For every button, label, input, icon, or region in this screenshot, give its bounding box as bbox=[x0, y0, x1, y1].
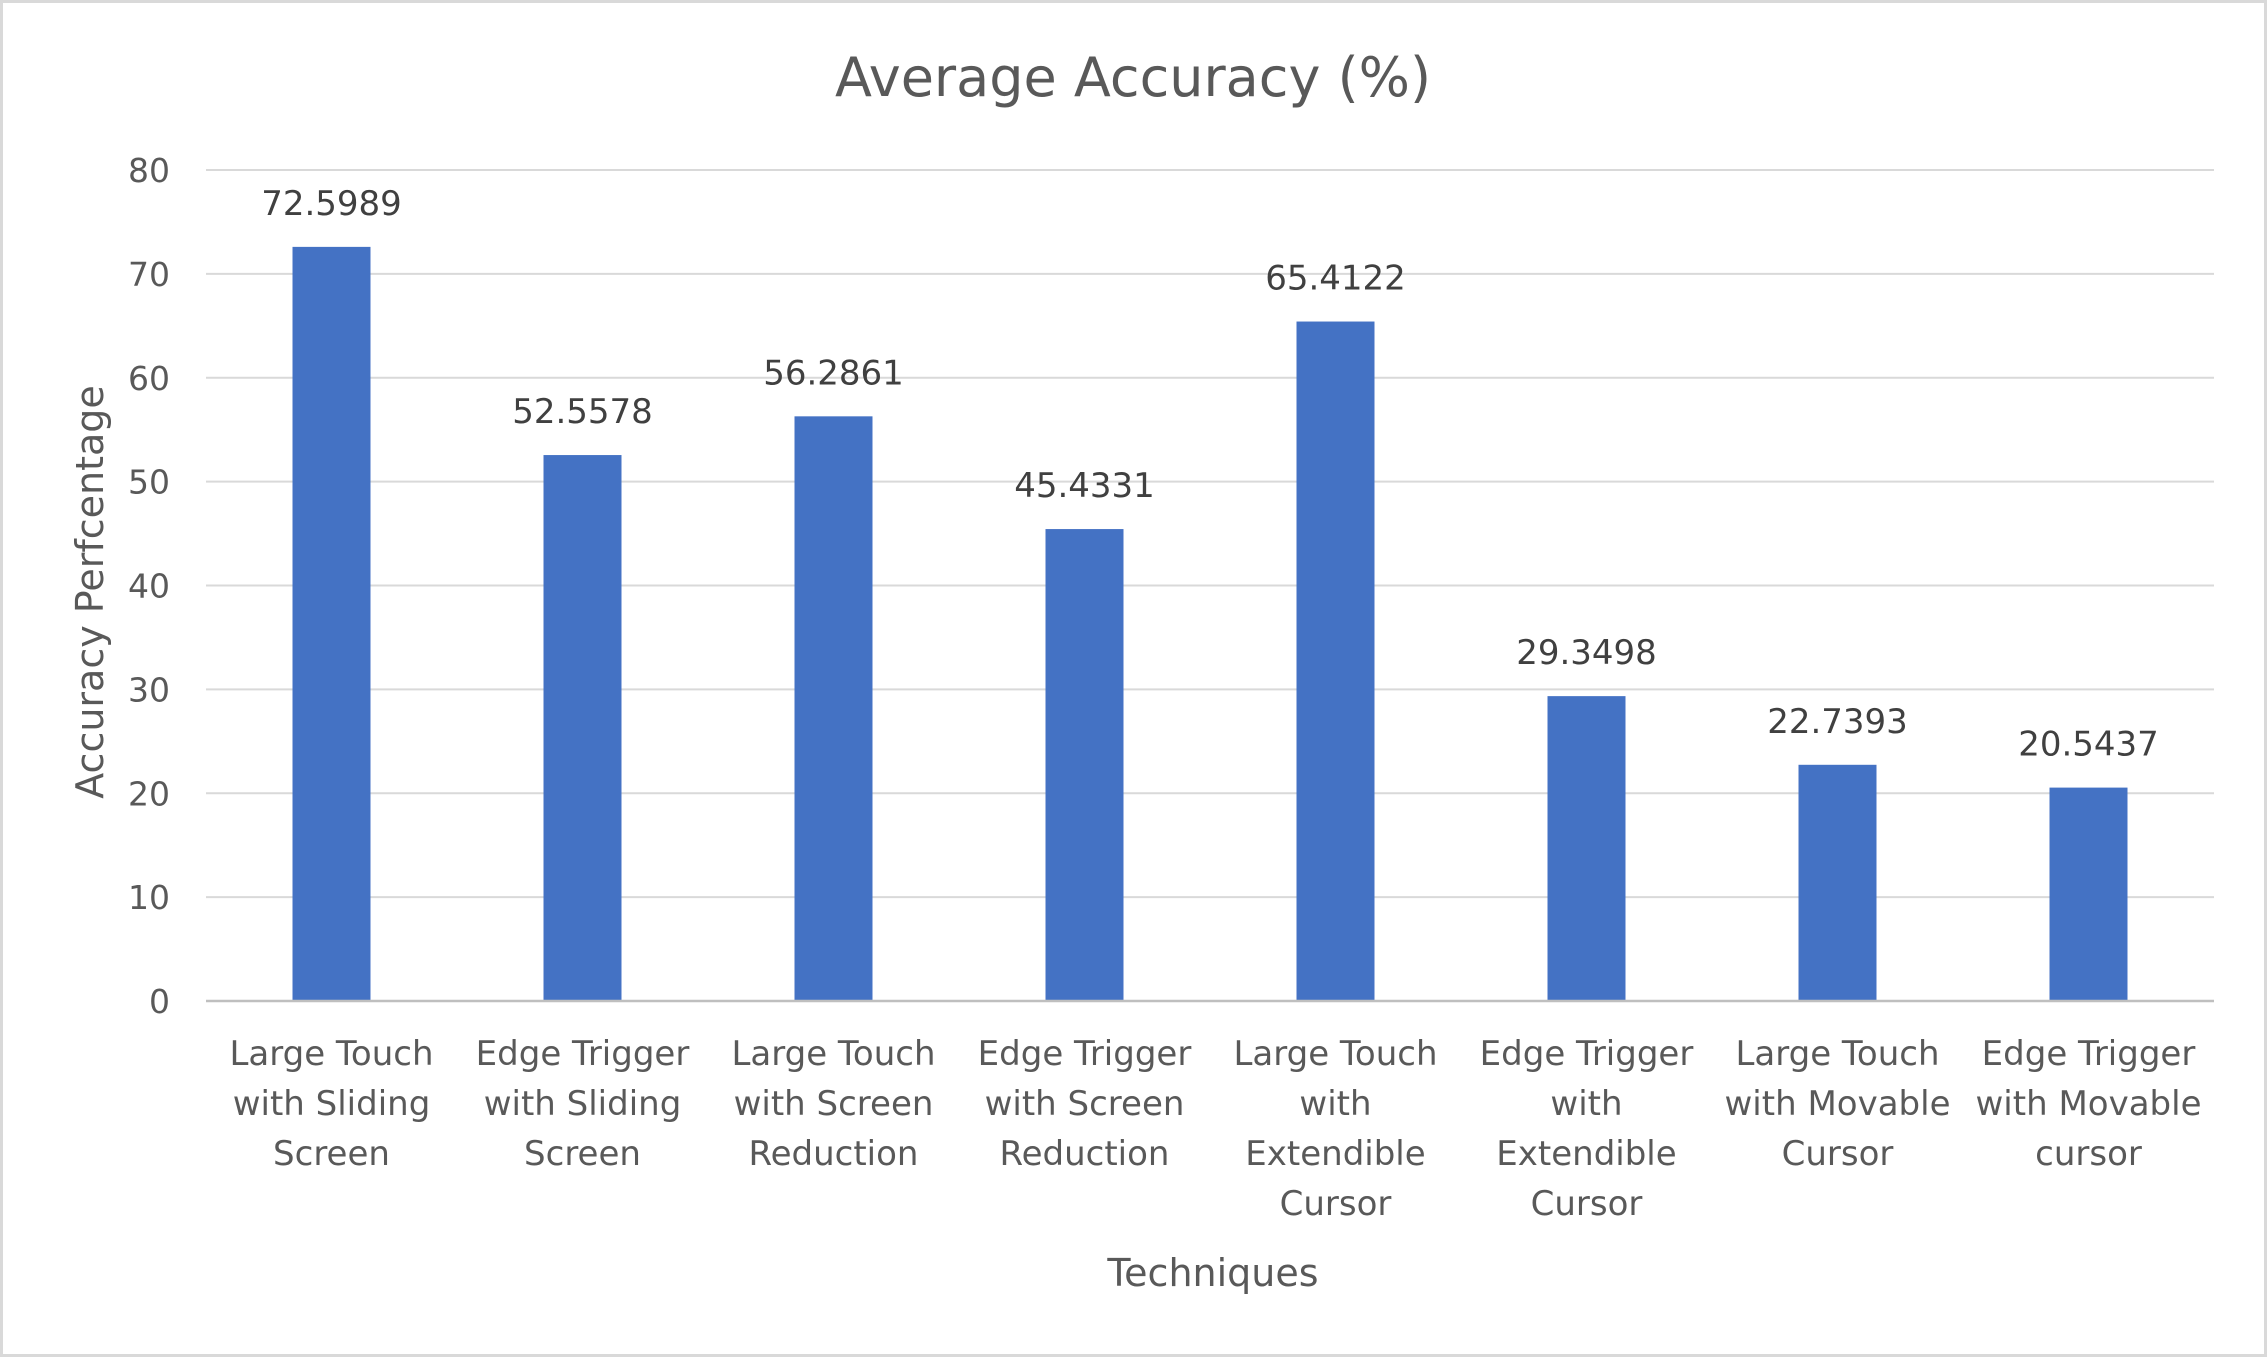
y-tick-labels: 0 10 20 30 40 50 60 70 80 bbox=[128, 151, 170, 1021]
category-label-line: with Sliding bbox=[233, 1084, 431, 1124]
category-label-line: Screen bbox=[524, 1134, 641, 1174]
category-label-line: Large Touch bbox=[229, 1034, 433, 1074]
chart-title: Average Accuracy (%) bbox=[835, 46, 1431, 109]
category-label: Edge Trigger with Sliding Screen bbox=[476, 1034, 690, 1174]
category-label-line: Large Touch bbox=[1233, 1034, 1437, 1074]
category-label-line: Reduction bbox=[749, 1134, 919, 1174]
y-tick-label: 40 bbox=[128, 567, 170, 606]
category-label: Large Touch with Screen Reduction bbox=[731, 1034, 935, 1174]
y-tick-label: 50 bbox=[128, 463, 170, 502]
bar bbox=[292, 246, 371, 1002]
category-label-line: Edge Trigger bbox=[1480, 1034, 1694, 1074]
bar bbox=[543, 455, 622, 1001]
y-tick-label: 30 bbox=[128, 670, 170, 709]
gridlines bbox=[206, 169, 2214, 899]
y-tick-label: 10 bbox=[128, 878, 170, 917]
category-label-line: Edge Trigger bbox=[978, 1034, 1192, 1074]
data-labels: 72.5989 52.5578 56.2861 45.4331 65.4122 29.34… bbox=[261, 184, 2159, 765]
bar bbox=[1296, 321, 1375, 1001]
category-label-line: with bbox=[1550, 1084, 1622, 1124]
category-label-line: Edge Trigger bbox=[476, 1034, 690, 1074]
bars bbox=[292, 246, 2128, 1002]
data-label: 22.7393 bbox=[1767, 702, 1908, 742]
y-tick-label: 0 bbox=[149, 982, 170, 1021]
category-label-line: with Movable bbox=[1725, 1084, 1951, 1124]
category-label-line: with Screen bbox=[734, 1084, 934, 1124]
category-label-line: with Screen bbox=[985, 1084, 1185, 1124]
category-label: Edge Trigger with Extendible Cursor bbox=[1480, 1034, 1694, 1224]
category-label-line: Cursor bbox=[1782, 1134, 1894, 1174]
category-label-line: Cursor bbox=[1280, 1184, 1392, 1224]
category-label: Large Touch with Extendible Cursor bbox=[1233, 1034, 1437, 1224]
y-axis-title: Accuracy Perfcentage bbox=[68, 385, 112, 799]
category-label-line: with Movable bbox=[1976, 1084, 2202, 1124]
data-label: 56.2861 bbox=[763, 353, 904, 393]
category-label-line: Screen bbox=[273, 1134, 390, 1174]
category-label-line: with bbox=[1299, 1084, 1371, 1124]
category-label-line: Extendible bbox=[1245, 1134, 1425, 1174]
data-label: 72.5989 bbox=[261, 184, 402, 224]
data-label: 65.4122 bbox=[1265, 259, 1406, 299]
bar bbox=[794, 416, 873, 1001]
category-label: Edge Trigger with Movable cursor bbox=[1976, 1034, 2202, 1174]
category-label-line: with Sliding bbox=[484, 1084, 682, 1124]
category-label-line: Edge Trigger bbox=[1982, 1034, 2196, 1074]
category-label: Large Touch with Sliding Screen bbox=[229, 1034, 433, 1174]
category-label-line: Large Touch bbox=[731, 1034, 935, 1074]
data-label: 29.3498 bbox=[1516, 633, 1657, 673]
category-label: Large Touch with Movable Cursor bbox=[1725, 1034, 1951, 1174]
category-label-line: cursor bbox=[2035, 1134, 2142, 1174]
category-label-line: Reduction bbox=[1000, 1134, 1170, 1174]
category-label: Edge Trigger with Screen Reduction bbox=[978, 1034, 1192, 1174]
bar bbox=[1798, 764, 1877, 1001]
data-label: 20.5437 bbox=[2018, 725, 2159, 765]
category-label-line: Large Touch bbox=[1735, 1034, 1939, 1074]
y-tick-label: 70 bbox=[128, 255, 170, 294]
data-label: 52.5578 bbox=[512, 392, 653, 432]
category-label-line: Cursor bbox=[1531, 1184, 1643, 1224]
y-tick-label: 60 bbox=[128, 359, 170, 398]
y-tick-label: 80 bbox=[128, 151, 170, 190]
x-axis-title: Techniques bbox=[1106, 1251, 1318, 1295]
bar bbox=[1547, 696, 1626, 1001]
bar bbox=[1045, 529, 1124, 1001]
bar bbox=[2049, 787, 2128, 1001]
data-label: 45.4331 bbox=[1014, 466, 1155, 506]
y-tick-label: 20 bbox=[128, 774, 170, 813]
category-label-line: Extendible bbox=[1496, 1134, 1676, 1174]
